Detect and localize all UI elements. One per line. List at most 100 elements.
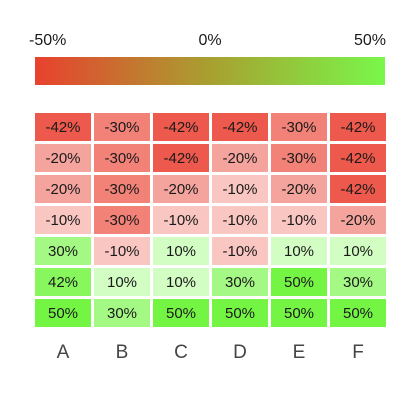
- heatmap-cell: -10%: [212, 237, 268, 265]
- heatmap-cell-rect: [35, 268, 91, 296]
- heatmap-cell-rect: [35, 237, 91, 265]
- heatmap-cell-label: -30%: [281, 119, 316, 136]
- heatmap-cell: -30%: [94, 144, 150, 172]
- heatmap-cell: -20%: [271, 175, 327, 203]
- heatmap-cell-rect: [94, 268, 150, 296]
- heatmap-cell-rect: [35, 144, 91, 172]
- heatmap-cell-label: -20%: [281, 181, 316, 198]
- heatmap-cell-rect: [212, 113, 268, 141]
- heatmap-cell: -42%: [330, 144, 386, 172]
- heatmap-cell-rect: [330, 113, 386, 141]
- heatmap-cell: 50%: [271, 268, 327, 296]
- heatmap-cell-label: 30%: [225, 274, 255, 291]
- heatmap-cell-label: 30%: [343, 274, 373, 291]
- heatmap-cell-label: 50%: [343, 305, 373, 322]
- column-label: E: [293, 342, 306, 363]
- heatmap-cell: -20%: [35, 175, 91, 203]
- column-labels: A B C D E F: [57, 342, 364, 363]
- heatmap-cell-rect: [330, 268, 386, 296]
- heatmap-cell-rect: [94, 113, 150, 141]
- heatmap-cell: 10%: [330, 237, 386, 265]
- heatmap-cell-rect: [212, 206, 268, 234]
- heatmap-cell-label: -42%: [163, 150, 198, 167]
- heatmap-cell: 50%: [153, 299, 209, 327]
- heatmap-cell-label: -20%: [222, 150, 257, 167]
- heatmap-cell: -42%: [35, 113, 91, 141]
- heatmap-cell: -30%: [94, 175, 150, 203]
- column-label: A: [57, 342, 70, 363]
- heatmap-cell: -42%: [212, 113, 268, 141]
- heatmap-cell-label: -42%: [222, 119, 257, 136]
- heatmap-cell-rect: [271, 206, 327, 234]
- heatmap-cell-label: -42%: [163, 119, 198, 136]
- heatmap-cell-label: 42%: [48, 274, 78, 291]
- heatmap-cell-label: -30%: [104, 212, 139, 229]
- heatmap-cell-rect: [330, 144, 386, 172]
- heatmap-cell: 30%: [35, 237, 91, 265]
- heatmap-cell: -20%: [153, 175, 209, 203]
- heatmap-cell-rect: [330, 206, 386, 234]
- heatmap-cell: -10%: [94, 237, 150, 265]
- heatmap-cell-rect: [271, 237, 327, 265]
- heatmap-cell: 30%: [94, 299, 150, 327]
- heatmap-cell-rect: [271, 144, 327, 172]
- scale-min-label: -50%: [29, 32, 66, 49]
- heatmap-cell: -10%: [35, 206, 91, 234]
- heatmap-cell: -10%: [153, 206, 209, 234]
- heatmap-cell-rect: [212, 268, 268, 296]
- heatmap-cell: -42%: [153, 113, 209, 141]
- heatmap-cell-label: 10%: [284, 243, 314, 260]
- heatmap-cell-label: 30%: [107, 305, 137, 322]
- heatmap-cell-label: 50%: [48, 305, 78, 322]
- heatmap-cell-rect: [271, 113, 327, 141]
- heatmap-cell-rect: [94, 237, 150, 265]
- column-label: C: [174, 342, 188, 363]
- heatmap-cell: -20%: [212, 144, 268, 172]
- heatmap-cell: -30%: [271, 144, 327, 172]
- heatmap-cell: -42%: [330, 175, 386, 203]
- heatmap-cell: -10%: [212, 206, 268, 234]
- heatmap-cell-label: 10%: [343, 243, 373, 260]
- heatmap-cell: -42%: [330, 113, 386, 141]
- heatmap-cell-label: -30%: [104, 181, 139, 198]
- heatmap-cell-label: -30%: [281, 150, 316, 167]
- heatmap-cell-label: 10%: [166, 274, 196, 291]
- heatmap-cell: 42%: [35, 268, 91, 296]
- color-scale-bar: [35, 57, 385, 85]
- scale-mid-label: 0%: [198, 32, 221, 49]
- heatmap-cell-rect: [94, 299, 150, 327]
- heatmap-cell-label: 50%: [284, 274, 314, 291]
- heatmap-cell: -30%: [271, 113, 327, 141]
- heatmap-cell-label: -10%: [222, 243, 257, 260]
- heatmap-cell-rect: [153, 237, 209, 265]
- heatmap-cell-rect: [153, 206, 209, 234]
- heatmap-cell-label: -30%: [104, 119, 139, 136]
- heatmap-cell-rect: [94, 144, 150, 172]
- heatmap-cell: 10%: [271, 237, 327, 265]
- heatmap-cell-rect: [212, 299, 268, 327]
- heatmap-cell-label: -20%: [45, 181, 80, 198]
- heatmap-cell: -42%: [153, 144, 209, 172]
- heatmap-cell: -30%: [94, 113, 150, 141]
- heatmap-cell-rect: [212, 237, 268, 265]
- heatmap-cell-rect: [212, 175, 268, 203]
- heatmap-cell-label: 50%: [284, 305, 314, 322]
- column-label: F: [352, 342, 364, 363]
- heatmap-cell-rect: [35, 299, 91, 327]
- heatmap-cell-label: 50%: [166, 305, 196, 322]
- heatmap-cell: -10%: [212, 175, 268, 203]
- heatmap-cell: -10%: [271, 206, 327, 234]
- heatmap-cells: -42% -30% -42% -42% -30% -42% -20% -30% -42% -20%…: [35, 113, 386, 327]
- heatmap-cell-rect: [153, 268, 209, 296]
- heatmap-cell-label: -20%: [163, 181, 198, 198]
- heatmap-cell-label: -30%: [104, 150, 139, 167]
- heatmap-cell-label: -42%: [45, 119, 80, 136]
- heatmap-cell-rect: [271, 175, 327, 203]
- heatmap-cell-label: -10%: [222, 181, 257, 198]
- heatmap-cell: 10%: [153, 268, 209, 296]
- heatmap-cell: 10%: [94, 268, 150, 296]
- heatmap-cell: 50%: [330, 299, 386, 327]
- heatmap-cell: -20%: [330, 206, 386, 234]
